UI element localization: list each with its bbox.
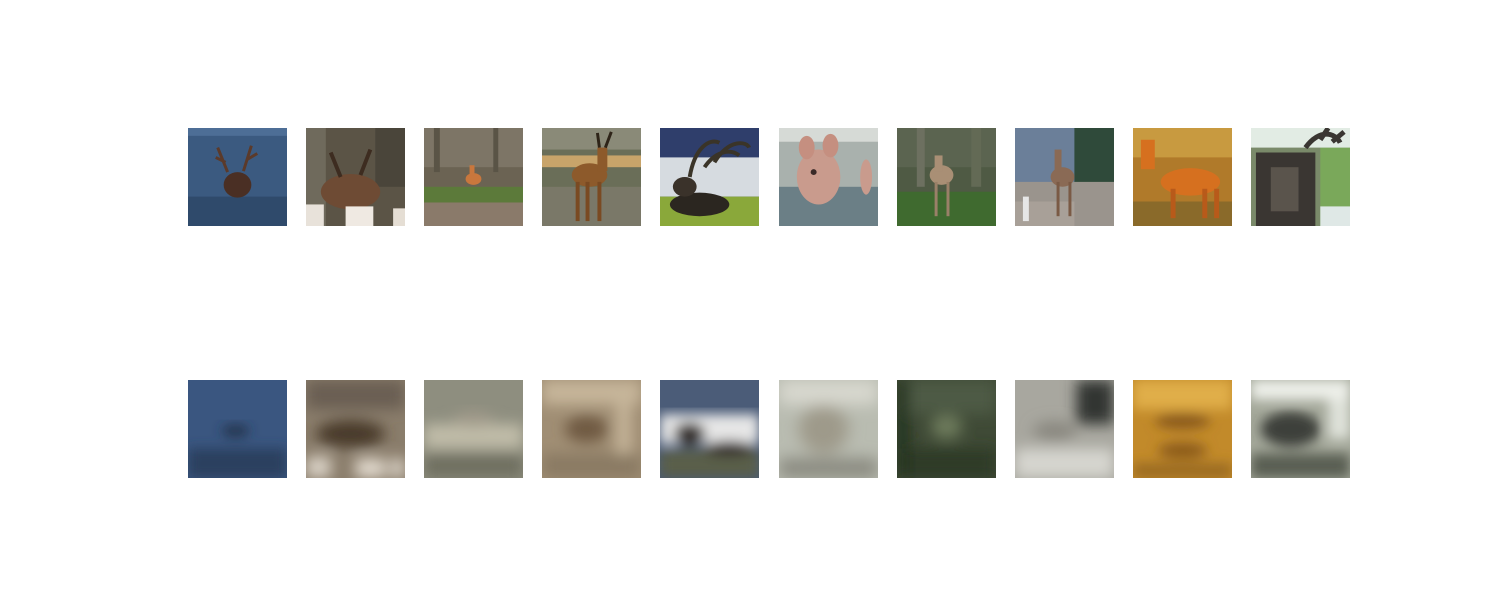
elk-icon: [306, 128, 405, 226]
orange-deer-icon: [1133, 128, 1232, 226]
deer-on-grass-icon: [897, 128, 996, 226]
blurred-deer-on-grass-icon: [897, 380, 996, 478]
deer-in-water-icon: [188, 128, 287, 226]
blurred-standing-deer-icon: [542, 380, 641, 478]
deer-on-road-icon: [1015, 128, 1114, 226]
blurred-deer-on-road-icon: [1015, 380, 1114, 478]
deer-in-field-icon: [424, 128, 523, 226]
deer-face-icon: [779, 128, 878, 226]
original-images-row: [188, 128, 1350, 226]
reindeer-icon: [660, 128, 759, 226]
moose-icon: [1251, 128, 1350, 226]
blurred-deer-in-water-icon: [188, 380, 287, 478]
standing-deer-icon: [542, 128, 641, 226]
blurred-deer-face-icon: [779, 380, 878, 478]
blurred-moose-icon: [1251, 380, 1350, 478]
reconstructed-images-row: [188, 380, 1350, 478]
blurred-reindeer-icon: [660, 380, 759, 478]
blurred-deer-in-field-icon: [424, 380, 523, 478]
blurred-elk-icon: [306, 380, 405, 478]
blurred-orange-deer-icon: [1133, 380, 1232, 478]
